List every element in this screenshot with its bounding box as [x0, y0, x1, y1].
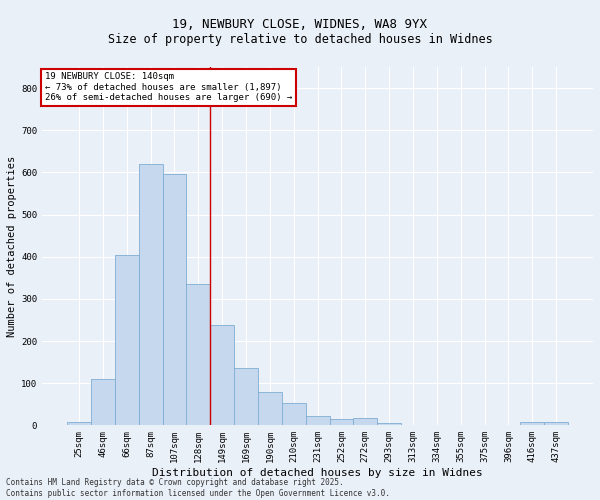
Bar — [139, 164, 163, 425]
Bar — [520, 422, 544, 426]
Bar — [187, 284, 210, 426]
Bar — [544, 422, 568, 426]
Text: 19 NEWBURY CLOSE: 140sqm
← 73% of detached houses are smaller (1,897)
26% of sem: 19 NEWBURY CLOSE: 140sqm ← 73% of detach… — [45, 72, 292, 102]
Bar — [67, 422, 91, 426]
Bar — [258, 392, 282, 426]
Bar — [210, 326, 234, 426]
Text: Size of property relative to detached houses in Widnes: Size of property relative to detached ho… — [107, 32, 493, 46]
Bar — [91, 379, 115, 426]
Bar — [163, 174, 187, 426]
Bar — [305, 416, 329, 426]
X-axis label: Distribution of detached houses by size in Widnes: Distribution of detached houses by size … — [152, 468, 483, 478]
Bar — [377, 424, 401, 426]
Text: 19, NEWBURY CLOSE, WIDNES, WA8 9YX: 19, NEWBURY CLOSE, WIDNES, WA8 9YX — [173, 18, 427, 30]
Y-axis label: Number of detached properties: Number of detached properties — [7, 156, 17, 337]
Bar — [353, 418, 377, 426]
Text: Contains HM Land Registry data © Crown copyright and database right 2025.
Contai: Contains HM Land Registry data © Crown c… — [6, 478, 390, 498]
Bar — [329, 418, 353, 426]
Bar — [282, 404, 305, 425]
Bar — [234, 368, 258, 426]
Bar — [115, 254, 139, 426]
